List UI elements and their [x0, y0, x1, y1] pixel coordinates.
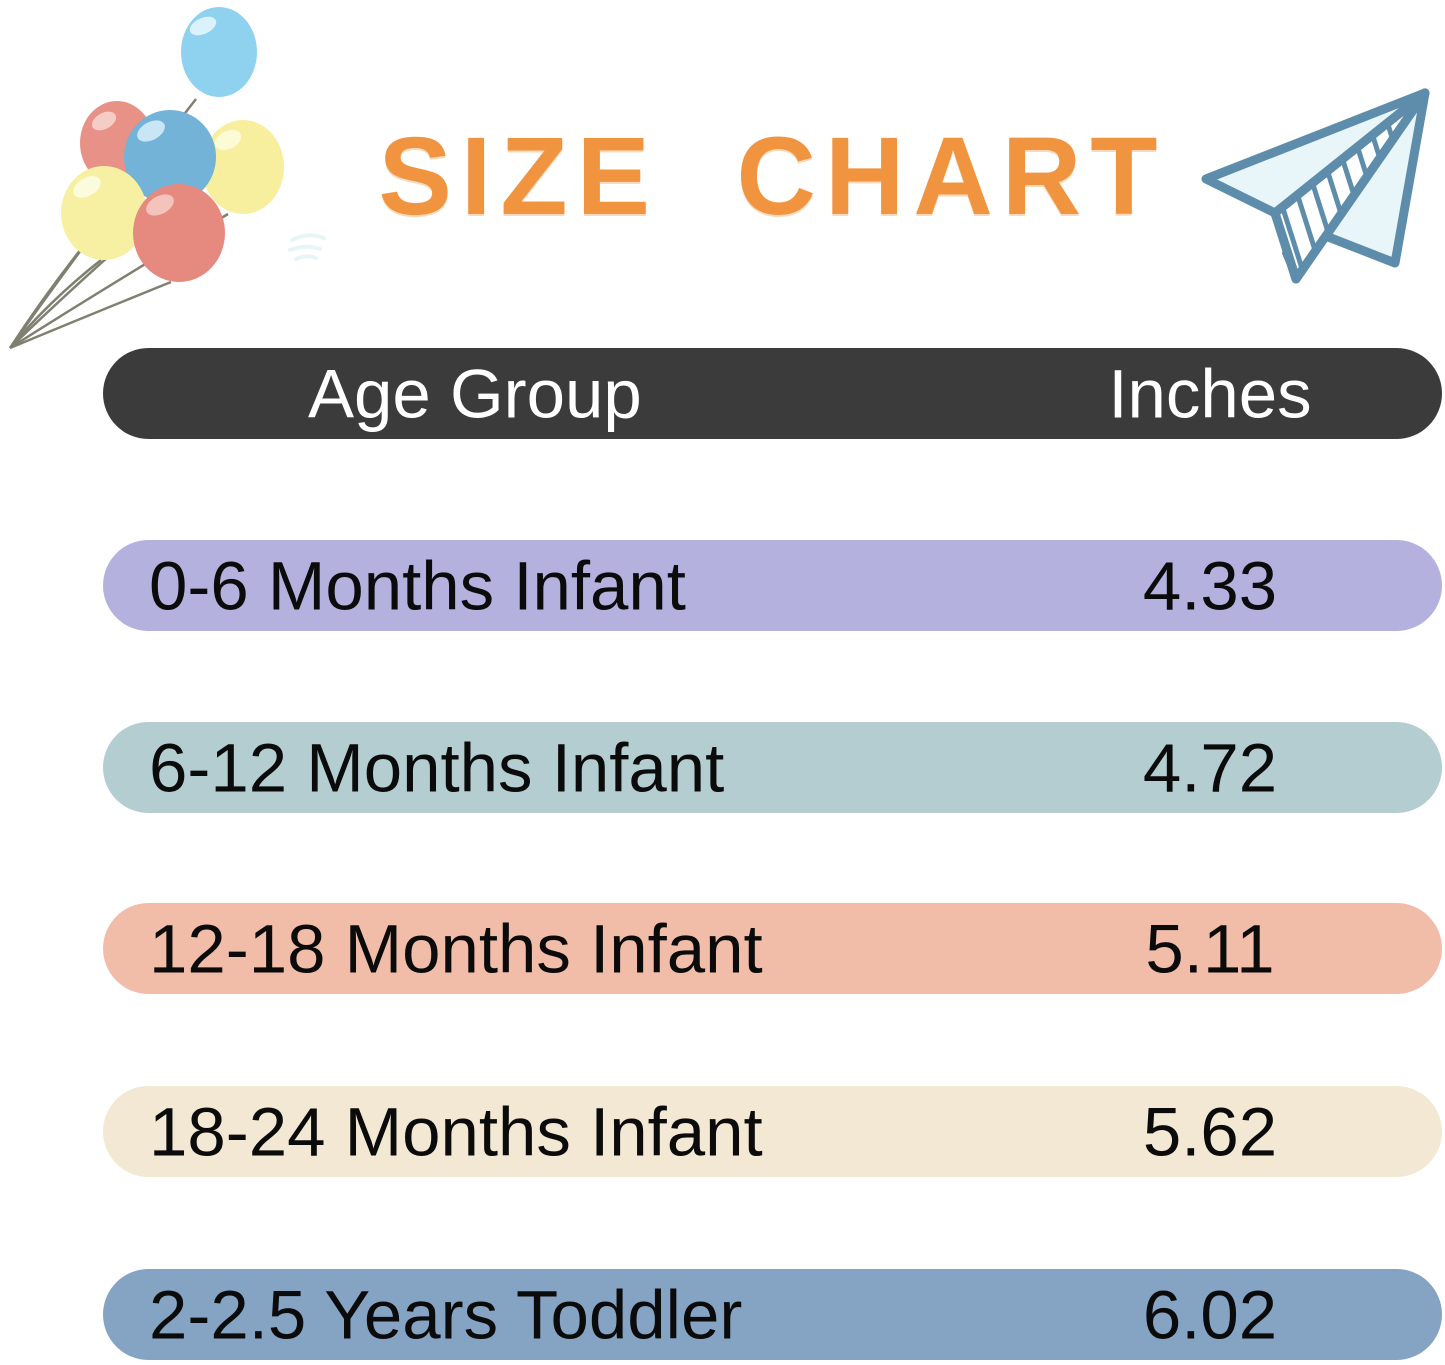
table-row: 18-24 Months Infant 5.62: [103, 1086, 1442, 1177]
table-header-row: Age Group Inches: [103, 348, 1442, 439]
inches-cell: 6.02: [1142, 1276, 1278, 1353]
age-group-cell: 6-12 Months Infant: [149, 729, 725, 806]
table-row: 6-12 Months Infant 4.72: [103, 722, 1442, 813]
age-group-cell: 18-24 Months Infant: [149, 1093, 763, 1170]
age-group-cell: 2-2.5 Years Toddler: [149, 1276, 743, 1353]
page-title: SIZE CHART: [378, 114, 1167, 238]
inches-cell: 4.33: [1142, 547, 1278, 624]
age-group-cell: 12-18 Months Infant: [149, 910, 763, 987]
header-inches: Inches: [1108, 355, 1312, 432]
table-row: 12-18 Months Infant 5.11: [103, 903, 1442, 994]
faint-scribble-decoration: [278, 222, 338, 275]
balloon-cluster-icon: [0, 0, 350, 423]
header-age-group: Age Group: [308, 355, 642, 432]
table-row: 0-6 Months Infant 4.33: [103, 540, 1442, 631]
paper-airplane-icon: [1193, 66, 1445, 319]
inches-cell: 4.72: [1142, 729, 1278, 806]
inches-cell: 5.11: [1145, 910, 1275, 987]
inches-cell: 5.62: [1142, 1093, 1278, 1170]
table-row: 2-2.5 Years Toddler 6.02: [103, 1269, 1442, 1360]
age-group-cell: 0-6 Months Infant: [149, 547, 686, 624]
